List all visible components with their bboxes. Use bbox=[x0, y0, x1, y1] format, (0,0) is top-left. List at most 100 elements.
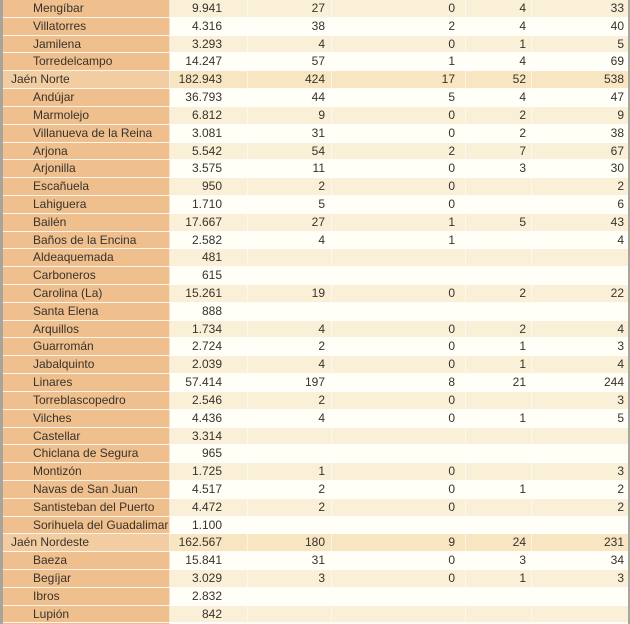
municipality-name: Villanueva de la Reina bbox=[3, 124, 170, 143]
municipality-name: Andújar bbox=[3, 89, 170, 107]
value-cell: 22 bbox=[532, 285, 628, 303]
value-cell: 197 bbox=[248, 374, 332, 392]
value-cell: 2 bbox=[248, 338, 332, 357]
value-cell: 27 bbox=[248, 0, 332, 18]
value-cell: 34 bbox=[532, 552, 628, 570]
municipality-name: Jaén Nordeste bbox=[3, 534, 170, 553]
value-cell: 0 bbox=[332, 409, 466, 428]
value-cell bbox=[248, 587, 332, 606]
table-row: Carboneros 615 bbox=[3, 267, 628, 285]
value-cell: 4 bbox=[532, 320, 628, 339]
value-cell bbox=[466, 427, 532, 446]
value-cell: 0 bbox=[332, 463, 466, 481]
municipality-name: Chiclana de Segura bbox=[3, 445, 170, 464]
table-row-group: Jaén Nordeste 162.567 180 9 24 231 bbox=[3, 534, 628, 553]
value-cell: 3.081 bbox=[170, 124, 248, 143]
table-row: Mengíbar 9.941 27 0 4 33 bbox=[3, 0, 628, 18]
municipality-name: Carboneros bbox=[3, 267, 170, 285]
municipality-name: Guarromán bbox=[3, 338, 170, 357]
value-cell: 0 bbox=[332, 160, 466, 179]
value-cell: 31 bbox=[248, 552, 332, 570]
value-cell: 47 bbox=[532, 89, 628, 107]
value-cell: 57.414 bbox=[170, 374, 248, 392]
table-row: Baños de la Encina 2.582 4 1 4 bbox=[3, 231, 628, 250]
table-row: Baeza 15.841 31 0 3 34 bbox=[3, 552, 628, 570]
value-cell: 3 bbox=[466, 552, 532, 570]
value-cell: 0 bbox=[332, 124, 466, 143]
value-cell: 4 bbox=[466, 53, 532, 72]
table-row: Linares 57.414 197 8 21 244 bbox=[3, 374, 628, 392]
value-cell: 4 bbox=[466, 17, 532, 36]
value-cell: 2 bbox=[466, 320, 532, 339]
value-cell bbox=[466, 195, 532, 214]
value-cell: 2 bbox=[248, 480, 332, 499]
value-cell bbox=[466, 391, 532, 410]
value-cell: 2 bbox=[466, 285, 532, 303]
value-cell: 0 bbox=[332, 570, 466, 588]
value-cell bbox=[532, 302, 628, 321]
value-cell: 1.725 bbox=[170, 463, 248, 481]
value-cell bbox=[466, 178, 532, 196]
value-cell: 3 bbox=[532, 338, 628, 357]
table-row: Jabalquinto 2.039 4 0 1 4 bbox=[3, 356, 628, 375]
value-cell: 3 bbox=[466, 160, 532, 179]
value-cell: 19 bbox=[248, 285, 332, 303]
value-cell bbox=[332, 249, 466, 268]
value-cell: 2.582 bbox=[170, 231, 248, 250]
value-cell: 965 bbox=[170, 445, 248, 464]
value-cell: 2 bbox=[248, 391, 332, 410]
value-cell: 3 bbox=[248, 570, 332, 588]
table-row: Santa Elena 888 bbox=[3, 302, 628, 321]
municipality-name: Jamilena bbox=[3, 35, 170, 54]
value-cell bbox=[332, 445, 466, 464]
value-cell: 180 bbox=[248, 534, 332, 553]
value-cell: 424 bbox=[248, 71, 332, 90]
value-cell: 0 bbox=[332, 320, 466, 339]
value-cell: 0 bbox=[332, 338, 466, 357]
value-cell: 1.734 bbox=[170, 320, 248, 339]
value-cell bbox=[532, 427, 628, 446]
value-cell: 0 bbox=[332, 356, 466, 375]
value-cell: 0 bbox=[332, 0, 466, 18]
value-cell: 17.667 bbox=[170, 213, 248, 232]
value-cell: 9.941 bbox=[170, 0, 248, 18]
value-cell bbox=[532, 249, 628, 268]
municipality-name: Jabalquinto bbox=[3, 356, 170, 375]
value-cell: 244 bbox=[532, 374, 628, 392]
value-cell: 231 bbox=[532, 534, 628, 553]
value-cell: 8 bbox=[332, 374, 466, 392]
value-cell: 2 bbox=[248, 178, 332, 196]
value-cell: 15.261 bbox=[170, 285, 248, 303]
value-cell: 14.247 bbox=[170, 53, 248, 72]
value-cell: 2 bbox=[532, 480, 628, 499]
value-cell: 6 bbox=[532, 195, 628, 214]
municipality-name: Jaén Norte bbox=[3, 71, 170, 90]
value-cell: 2.039 bbox=[170, 356, 248, 375]
table-row: Vilches 4.436 4 0 1 5 bbox=[3, 409, 628, 428]
value-cell: 3 bbox=[532, 570, 628, 588]
value-cell bbox=[466, 445, 532, 464]
value-cell bbox=[248, 427, 332, 446]
value-cell bbox=[248, 445, 332, 464]
value-cell: 38 bbox=[248, 17, 332, 36]
value-cell: 5 bbox=[332, 89, 466, 107]
value-cell: 0 bbox=[332, 178, 466, 196]
table-row: Arjona 5.542 54 2 7 67 bbox=[3, 142, 628, 161]
value-cell: 5 bbox=[532, 35, 628, 54]
table-row: Guarromán 2.724 2 0 1 3 bbox=[3, 338, 628, 357]
value-cell: 1 bbox=[466, 338, 532, 357]
value-cell: 182.943 bbox=[170, 71, 248, 90]
value-cell: 4.472 bbox=[170, 498, 248, 517]
municipality-name: Escañuela bbox=[3, 178, 170, 196]
table-row-group: Jaén Norte 182.943 424 17 52 538 bbox=[3, 71, 628, 90]
value-cell: 6.812 bbox=[170, 106, 248, 125]
value-cell: 9 bbox=[332, 534, 466, 553]
value-cell: 4 bbox=[532, 356, 628, 375]
value-cell: 2 bbox=[248, 498, 332, 517]
value-cell: 2 bbox=[332, 17, 466, 36]
value-cell: 36.793 bbox=[170, 89, 248, 107]
value-cell bbox=[332, 267, 466, 285]
municipality-name: Santisteban del Puerto bbox=[3, 498, 170, 517]
value-cell: 54 bbox=[248, 142, 332, 161]
municipality-name: Vilches bbox=[3, 409, 170, 428]
